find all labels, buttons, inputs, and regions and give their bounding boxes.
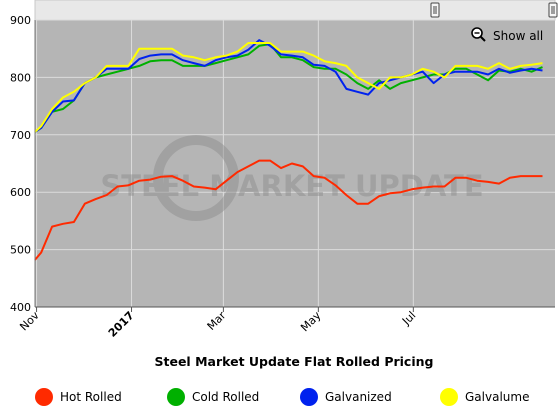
x-tick-label: May: [298, 309, 324, 335]
y-tick-label: 700: [10, 129, 31, 142]
series-line-galvanized[interactable]: [34, 39, 543, 133]
y-tick-label: 800: [10, 71, 31, 84]
watermark-text: STEEL MARKET UPDATE: [100, 169, 483, 203]
series-line-hot-rolled[interactable]: [34, 159, 543, 261]
legend-item-cold-rolled[interactable]: Cold Rolled: [167, 386, 259, 408]
navigator-handle-right[interactable]: [548, 2, 558, 18]
legend: Hot Rolled Cold Rolled Galvanized Galvalume: [0, 386, 560, 408]
legend-label: Cold Rolled: [192, 390, 260, 404]
y-tick-label: 900: [10, 14, 31, 27]
legend-item-galvanized[interactable]: Galvanized: [300, 386, 392, 408]
legend-swatch: [35, 388, 53, 406]
show-all-button[interactable]: Show all: [471, 27, 543, 43]
legend-label: Galvanized: [325, 390, 392, 404]
y-tick-label: 500: [10, 244, 31, 257]
legend-label: Hot Rolled: [60, 390, 122, 404]
y-tick-label: 400: [10, 301, 31, 314]
legend-item-galvalume[interactable]: Galvalume: [440, 386, 529, 408]
x-tick-label: Jul: [399, 309, 418, 328]
x-tick-label: 2017: [106, 309, 137, 340]
navigator-bar[interactable]: [34, 0, 558, 21]
legend-label: Galvalume: [465, 390, 530, 404]
series-line-cold-rolled[interactable]: [34, 43, 543, 133]
y-tick-label: 600: [10, 186, 31, 199]
legend-swatch: [300, 388, 318, 406]
legend-swatch: [167, 388, 185, 406]
series-line-galvalume[interactable]: [34, 42, 543, 133]
legend-swatch: [440, 388, 458, 406]
x-tick-label: Mar: [205, 309, 229, 333]
navigator-handle-left[interactable]: [430, 2, 440, 18]
show-all-label[interactable]: Show all: [493, 29, 543, 43]
x-axis-ticks: Nov 2017 Mar May Jul: [17, 307, 418, 340]
series-lines: [34, 39, 543, 261]
chart-title: Steel Market Update Flat Rolled Pricing: [155, 354, 434, 369]
y-axis-ticks: 400 500 600 700 800 900: [10, 14, 31, 314]
legend-item-hot-rolled[interactable]: Hot Rolled: [35, 386, 122, 408]
